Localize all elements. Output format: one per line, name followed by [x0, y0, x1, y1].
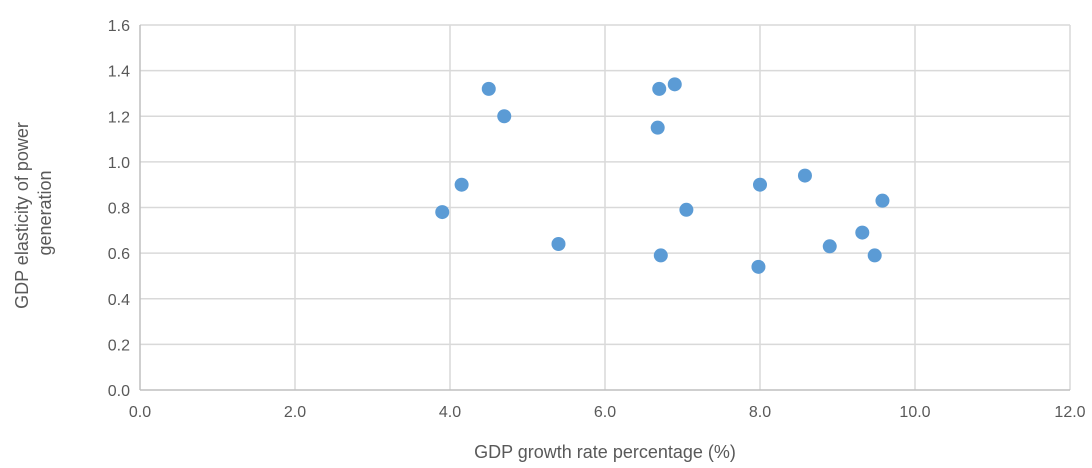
x-axis-label: GDP growth rate percentage (%): [474, 442, 736, 462]
y-tick-label: 0.2: [108, 337, 130, 354]
data-point: [753, 177, 767, 192]
axes: [139, 25, 1070, 391]
x-tick-label: 10.0: [899, 404, 930, 421]
y-axis-label: GDP elasticity of power generation: [12, 117, 55, 309]
gridlines: [140, 24, 1071, 390]
data-point: [653, 248, 668, 263]
data-point: [497, 109, 512, 124]
data-point: [855, 225, 870, 240]
y-axis-label-line-2: generation: [35, 170, 55, 255]
data-point: [435, 205, 450, 220]
x-tick-label: 8.0: [749, 404, 771, 421]
data-point: [867, 248, 882, 263]
x-tick-label: 0.0: [129, 404, 151, 421]
data-points: [435, 77, 890, 274]
data-point: [822, 239, 837, 254]
data-point: [481, 81, 496, 96]
data-point: [551, 237, 566, 251]
y-axis-label-line-1: GDP elasticity of power: [12, 122, 32, 309]
y-tick-label: 1.6: [108, 18, 130, 35]
x-tick-label: 6.0: [594, 404, 616, 421]
data-point: [797, 168, 812, 183]
y-tick-label: 0.4: [108, 292, 130, 309]
y-tick-label: 1.2: [108, 109, 130, 126]
y-tick-label: 0.8: [108, 201, 130, 218]
data-point: [650, 120, 665, 135]
data-point: [652, 81, 667, 96]
data-point: [667, 77, 682, 92]
data-point: [679, 202, 694, 217]
data-point: [751, 259, 766, 274]
y-tick-label: 0.0: [108, 383, 130, 400]
y-tick-label: 1.4: [108, 64, 130, 81]
x-tick-label: 4.0: [439, 404, 461, 421]
x-tick-label: 12.0: [1054, 404, 1085, 421]
data-point: [875, 193, 890, 208]
data-point: [454, 177, 469, 192]
x-tick-label: 2.0: [284, 404, 306, 421]
y-tick-labels: 0.0 0.2 0.4 0.6 0.8 1.0 1.2 1.4 1.6: [108, 18, 130, 400]
x-tick-labels: 0.0 2.0 4.0 6.0 8.0 10.0 12.0: [129, 404, 1086, 421]
y-tick-label: 0.6: [108, 246, 130, 263]
y-tick-label: 1.0: [108, 155, 130, 172]
